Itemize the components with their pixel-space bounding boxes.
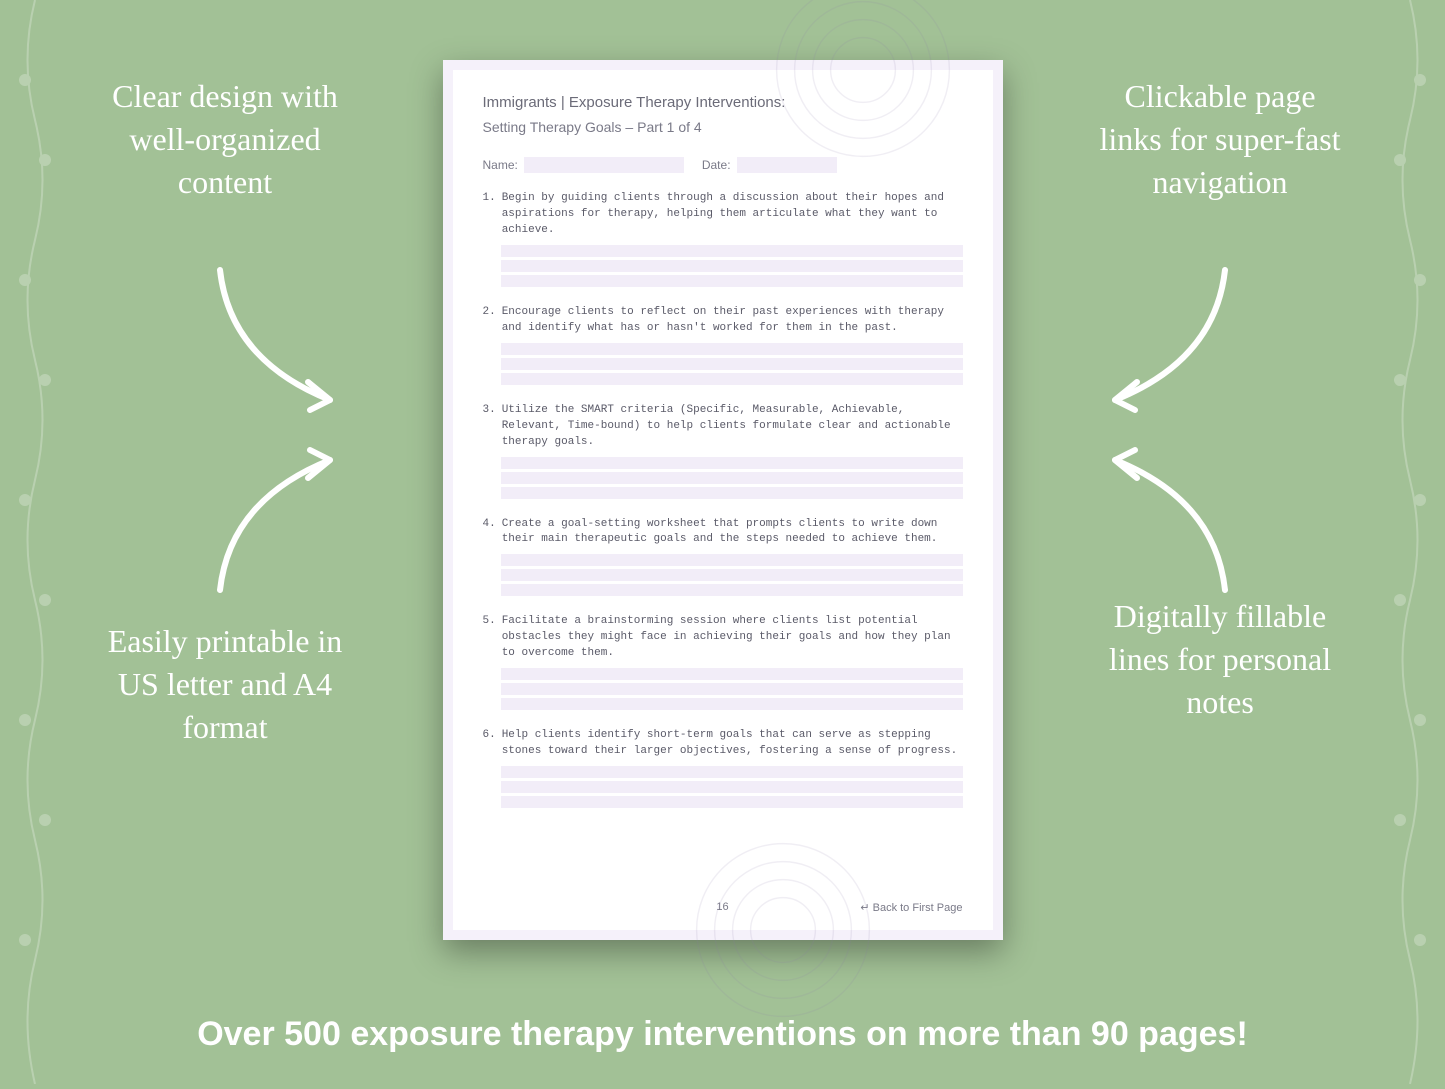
arrow-bottom-right-icon [1095, 440, 1245, 600]
question-item: 2. Encourage clients to reflect on their… [483, 305, 963, 385]
callout-bottom-right: Digitally fillable lines for personal no… [1090, 595, 1350, 725]
name-field: Name: [483, 157, 684, 173]
date-input[interactable] [737, 157, 837, 173]
question-number: 4. [483, 517, 496, 549]
answer-lines[interactable] [501, 668, 963, 710]
callout-top-left: Clear design with well-organized content [95, 75, 355, 205]
page-footer: 16 ↵ Back to First Page [483, 901, 963, 914]
vine-border-right [1375, 0, 1445, 1084]
question-text: Facilitate a brainstorming session where… [502, 614, 963, 662]
question-item: 4. Create a goal-setting worksheet that … [483, 517, 963, 597]
question-text: Help clients identify short-term goals t… [502, 728, 963, 760]
answer-lines[interactable] [501, 245, 963, 287]
mandala-decoration-icon [773, 0, 953, 160]
document-page: Immigrants | Exposure Therapy Interventi… [443, 60, 1003, 940]
answer-lines[interactable] [501, 554, 963, 596]
question-number: 6. [483, 728, 496, 760]
question-text: Create a goal-setting worksheet that pro… [502, 517, 963, 549]
date-label: Date: [702, 158, 731, 172]
question-text: Utilize the SMART criteria (Specific, Me… [502, 403, 963, 451]
page-subheading: Setting Therapy Goals – Part 1 of 4 [483, 119, 963, 135]
question-item: 6. Help clients identify short-term goal… [483, 728, 963, 808]
question-text: Begin by guiding clients through a discu… [502, 191, 963, 239]
callout-bottom-left: Easily printable in US letter and A4 for… [95, 620, 355, 750]
answer-lines[interactable] [501, 766, 963, 808]
question-number: 5. [483, 614, 496, 662]
question-item: 1. Begin by guiding clients through a di… [483, 191, 963, 287]
arrow-top-left-icon [200, 260, 350, 420]
mandala-decoration-icon [693, 840, 873, 1020]
question-item: 3. Utilize the SMART criteria (Specific,… [483, 403, 963, 499]
name-label: Name: [483, 158, 518, 172]
answer-lines[interactable] [501, 457, 963, 499]
page-number: 16 [716, 901, 728, 913]
vine-border-left [0, 0, 70, 1084]
date-field: Date: [702, 157, 837, 173]
arrow-bottom-left-icon [200, 440, 350, 600]
question-item: 5. Facilitate a brainstorming session wh… [483, 614, 963, 710]
page-heading: Immigrants | Exposure Therapy Interventi… [483, 94, 963, 111]
question-number: 1. [483, 191, 496, 239]
bottom-banner: Over 500 exposure therapy interventions … [0, 1015, 1445, 1054]
name-input[interactable] [524, 157, 684, 173]
back-to-first-link[interactable]: ↵ Back to First Page [860, 901, 962, 914]
question-number: 3. [483, 403, 496, 451]
meta-row: Name: Date: [483, 157, 963, 173]
answer-lines[interactable] [501, 343, 963, 385]
arrow-top-right-icon [1095, 260, 1245, 420]
question-number: 2. [483, 305, 496, 337]
callout-top-right: Clickable page links for super-fast navi… [1090, 75, 1350, 205]
question-text: Encourage clients to reflect on their pa… [502, 305, 963, 337]
